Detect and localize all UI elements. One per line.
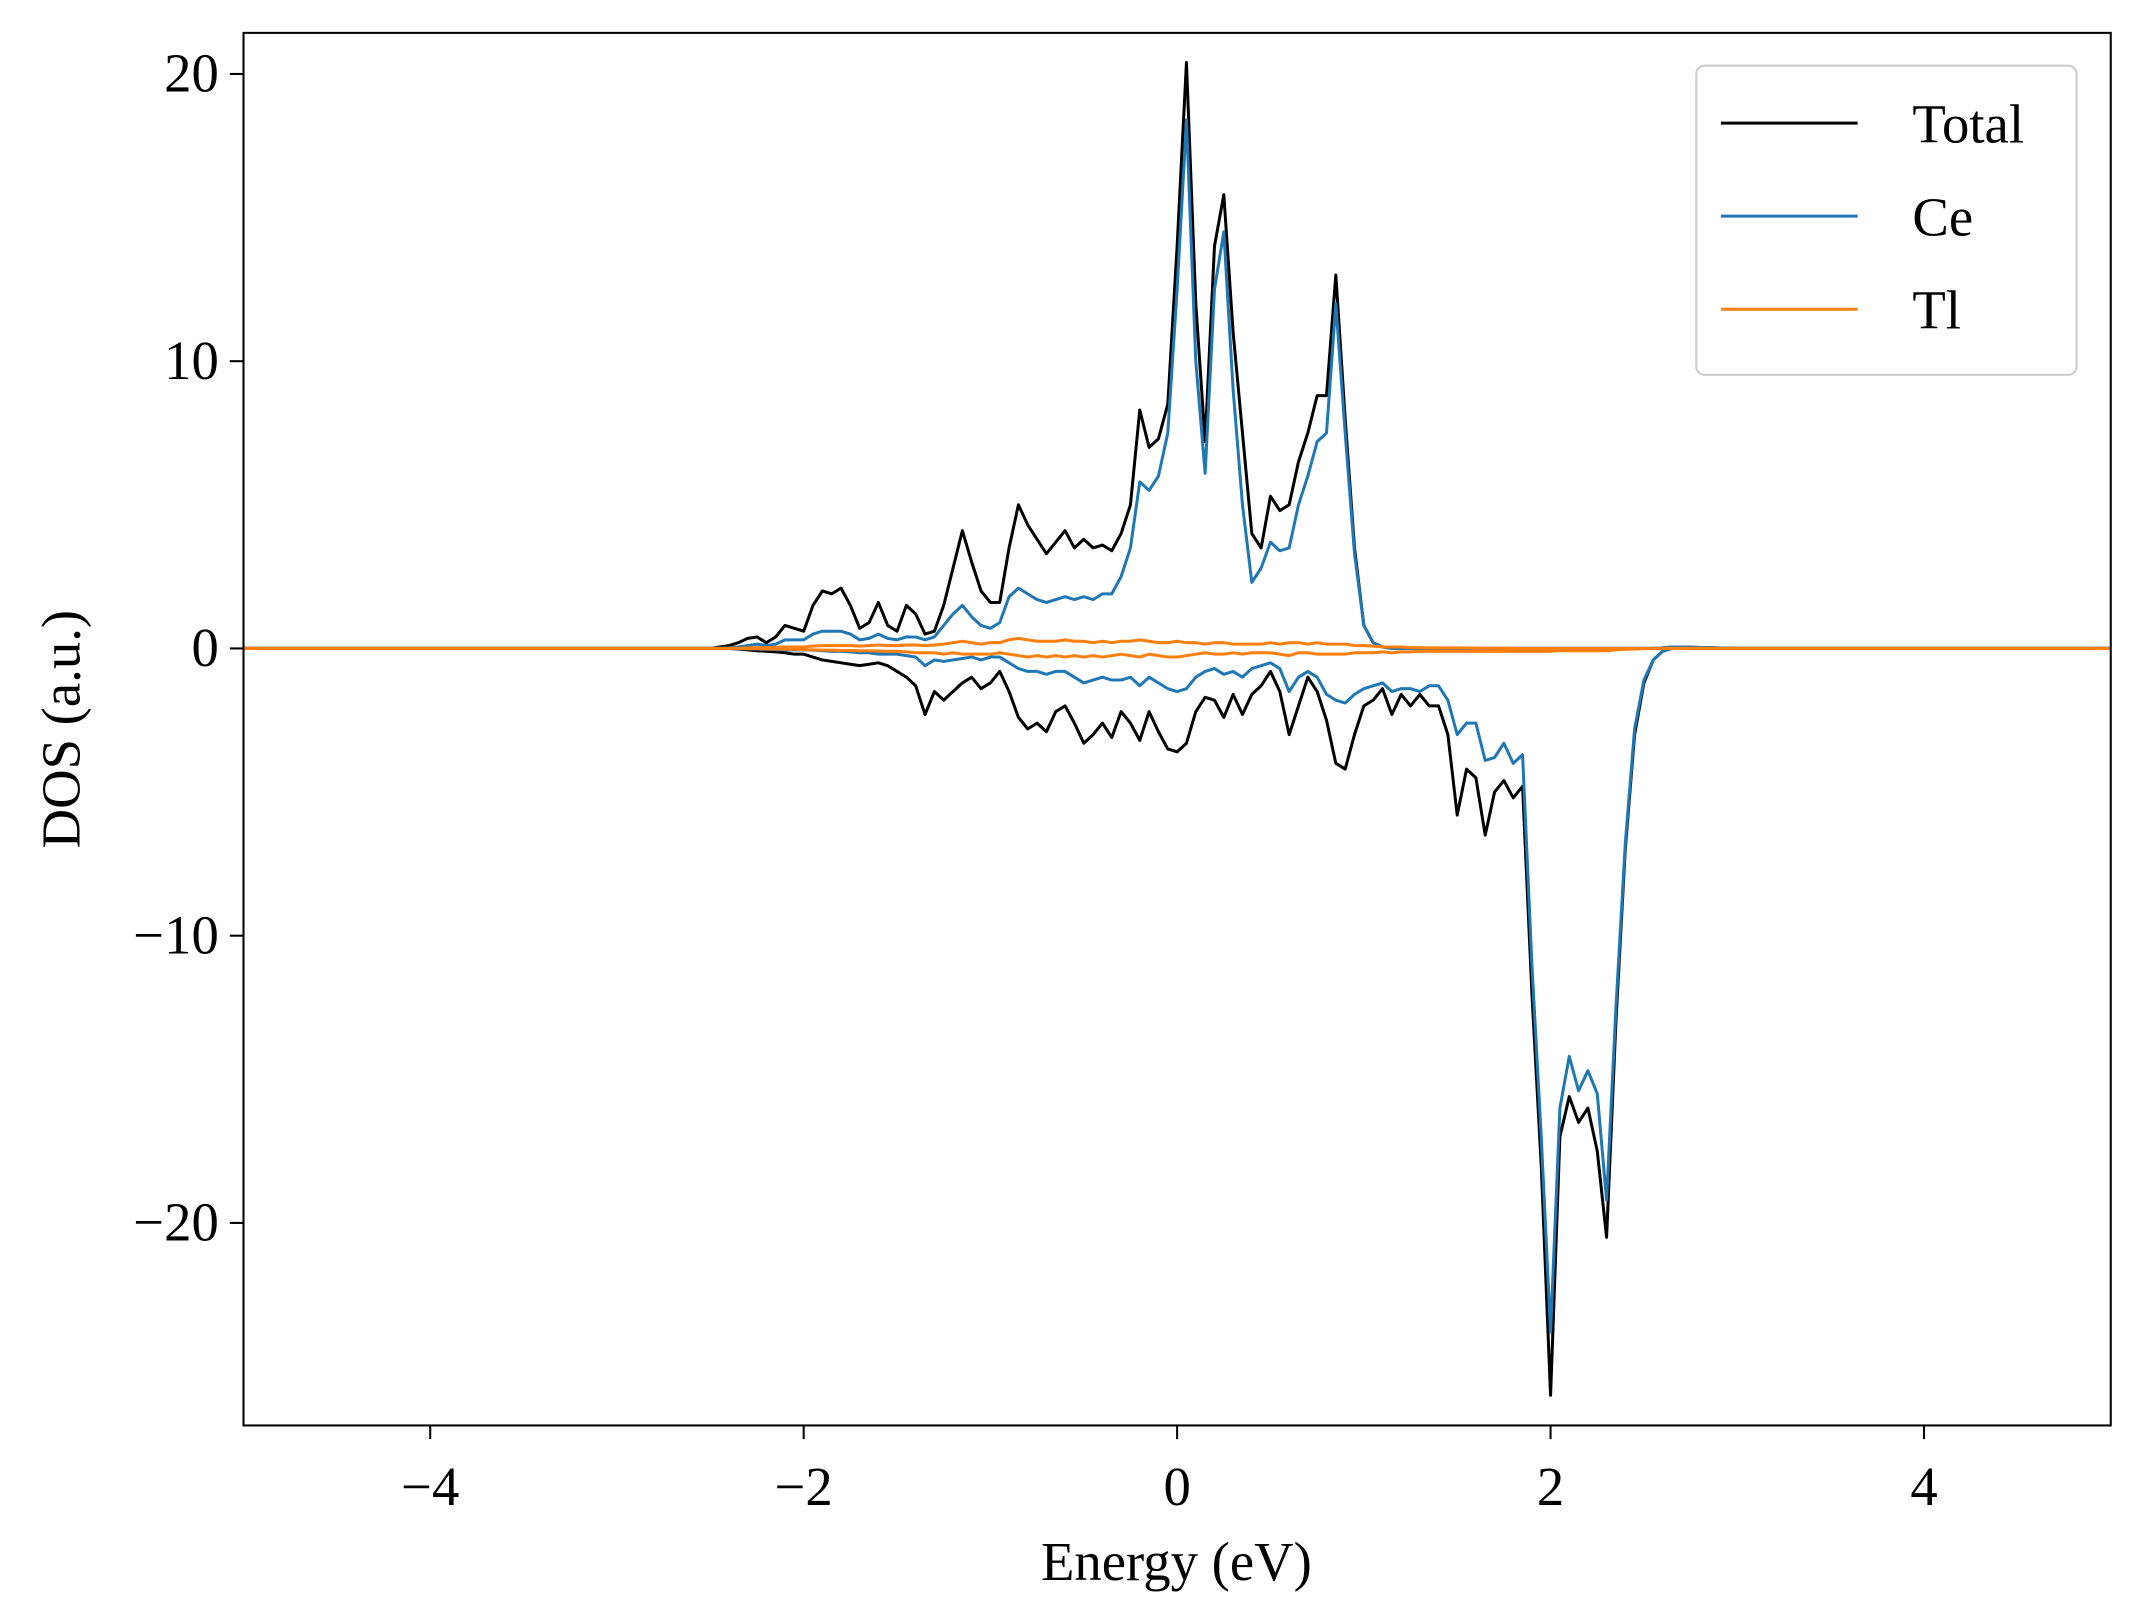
dos-line (243, 646, 2111, 1334)
x-tick-label: 4 (1910, 1456, 1937, 1517)
y-tick-label: −20 (133, 1192, 219, 1253)
x-tick-label: −2 (775, 1456, 833, 1517)
y-tick-label: 10 (164, 330, 219, 391)
legend-label: Total (1912, 93, 2024, 154)
legend-label: Tl (1912, 279, 1961, 340)
y-axis-label: DOS (a.u.) (30, 610, 91, 849)
y-tick-label: 20 (164, 43, 219, 104)
x-tick-label: 2 (1537, 1456, 1564, 1517)
legend-frame (1695, 64, 2078, 376)
dos-line (243, 646, 2111, 659)
x-tick-label: −4 (401, 1456, 459, 1517)
dos-line (243, 646, 2111, 1397)
y-tick-label: 0 (192, 617, 219, 678)
legend-label: Ce (1912, 186, 1973, 247)
legend: Total Ce Tl (1695, 64, 2078, 376)
x-tick-label: 0 (1163, 1456, 1190, 1517)
dos-line (243, 636, 2111, 650)
plot-frame (242, 31, 2112, 1427)
y-tick-label: −10 (133, 904, 219, 965)
x-axis-label: Energy (eV) (1041, 1531, 1312, 1592)
